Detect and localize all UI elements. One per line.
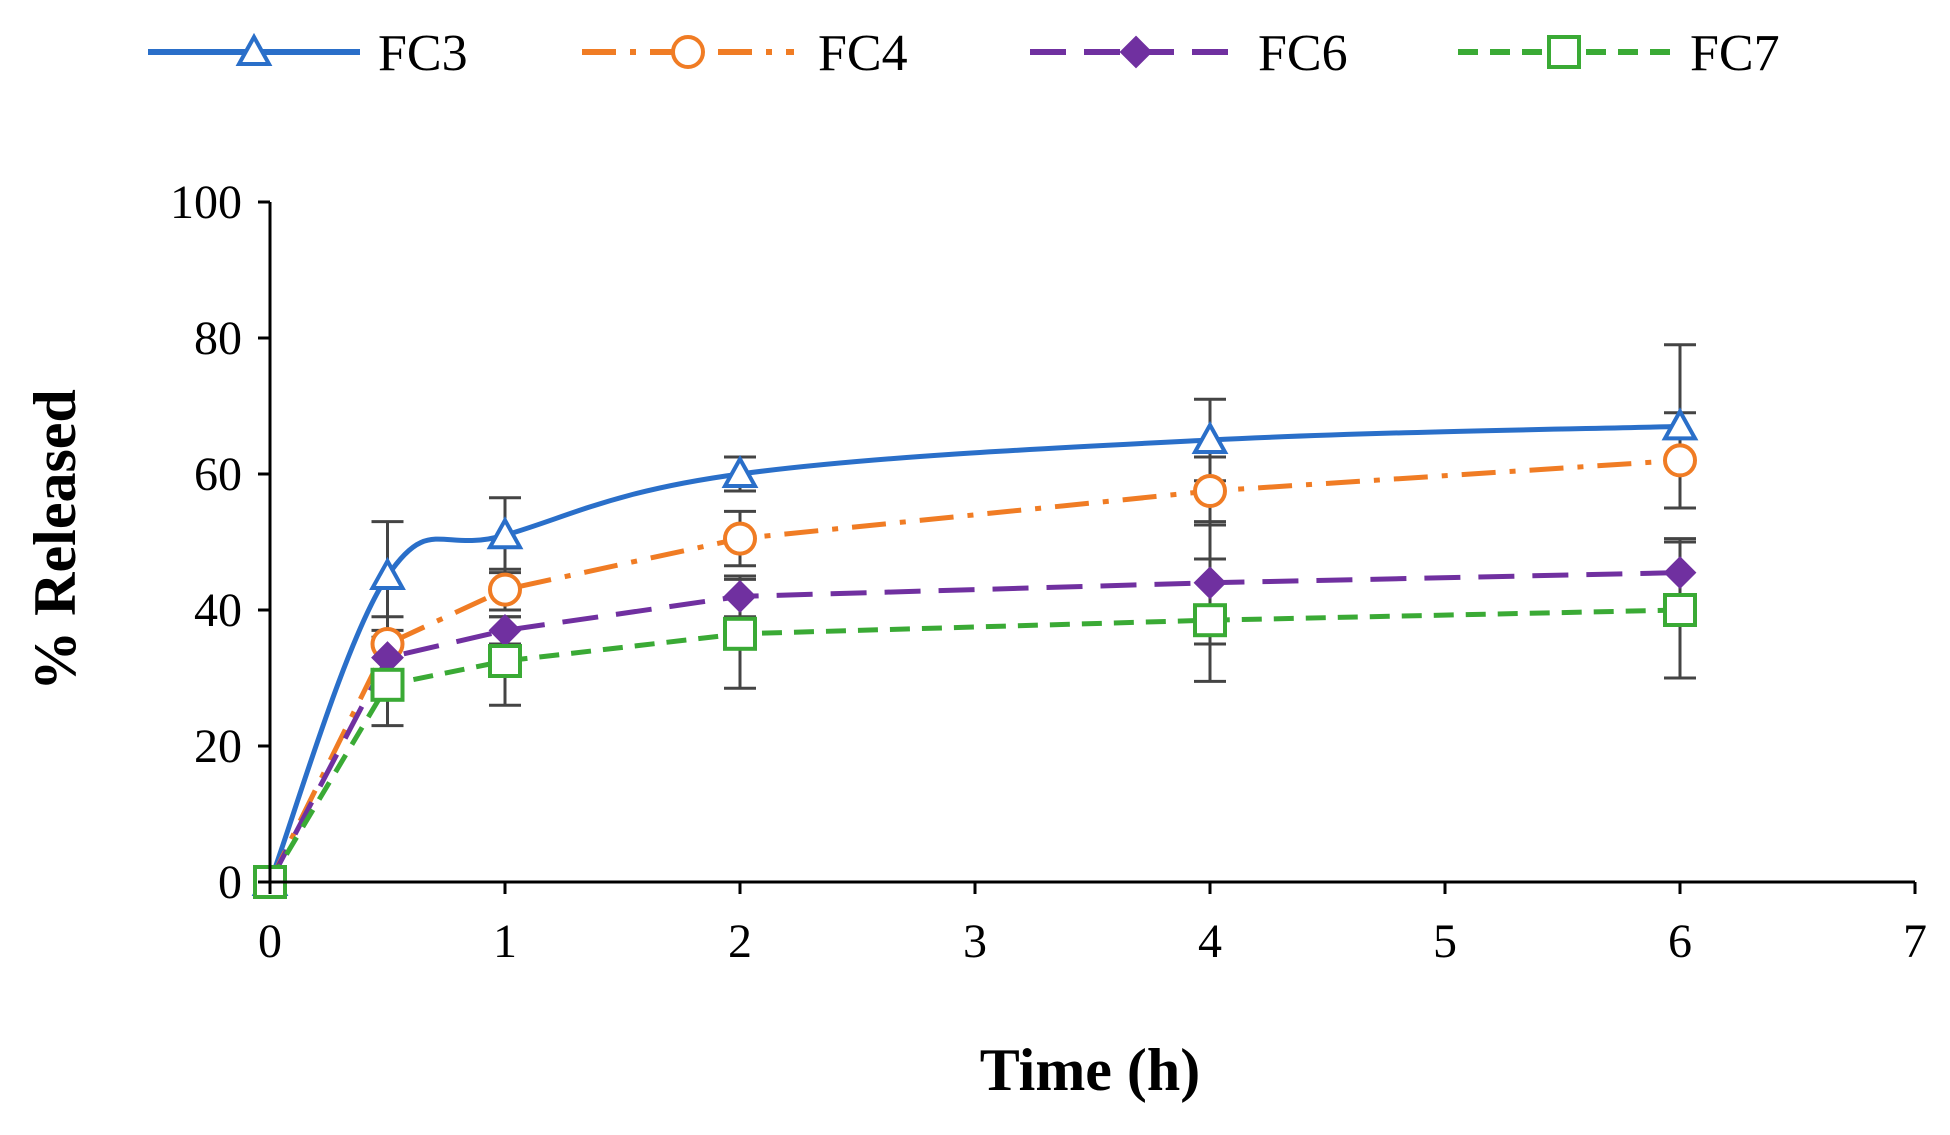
legend-item-fc4: FC4: [582, 25, 908, 82]
data-point-fc4: [1663, 443, 1697, 478]
y-tick-label: 60: [194, 448, 242, 501]
data-point-fc4: [488, 572, 522, 607]
data-point-fc3: [1191, 420, 1229, 454]
series-line-fc3: [267, 423, 1681, 883]
x-tick-label: 2: [728, 915, 752, 968]
error-bars: [371, 343, 1696, 728]
x-tick-label: 3: [963, 915, 987, 968]
data-point-fc7: [1193, 603, 1227, 638]
legend: FC3 FC4 FC6 FC7: [148, 25, 1780, 82]
legend-label: FC4: [818, 25, 908, 82]
legend-marker: [671, 35, 705, 69]
legend-marker: [1547, 35, 1581, 69]
data-point-fc4: [1193, 474, 1227, 508]
series-line-fc7: [267, 607, 1681, 884]
y-tick-label: 40: [194, 584, 242, 637]
x-tick-label: 0: [258, 915, 282, 968]
data-point-fc4: [723, 521, 757, 556]
data-point-fc6: [488, 613, 522, 647]
x-tick-label: 5: [1433, 915, 1457, 968]
series-line-fc6: [267, 570, 1681, 884]
data-point-fc6: [1193, 566, 1227, 600]
y-tick-label: 0: [218, 856, 242, 909]
legend-label: FC6: [1258, 25, 1348, 82]
legend-item-fc6: FC6: [1030, 25, 1348, 82]
legend-label: FC7: [1690, 25, 1780, 82]
data-point-fc7: [488, 644, 522, 678]
series-line-fc4: [267, 457, 1681, 884]
data-point-fc7: [723, 616, 757, 651]
data-point-fc6: [723, 579, 757, 613]
data-point-fc6: [1663, 556, 1697, 590]
series-markers: [251, 407, 1699, 899]
data-point-fc3: [486, 516, 524, 550]
y-tick-label: 100: [170, 176, 242, 229]
series-lines: [267, 423, 1681, 884]
x-axis-title: Time (h): [980, 1037, 1201, 1103]
data-point-fc3: [721, 454, 759, 488]
legend-marker: [235, 32, 273, 66]
x-tick-label: 7: [1903, 915, 1927, 968]
data-point-fc3: [369, 556, 406, 590]
legend-marker: [1119, 35, 1153, 69]
data-point-fc7: [1663, 593, 1697, 627]
x-tick-label: 1: [493, 915, 517, 968]
y-tick-label: 80: [194, 312, 242, 365]
x-tick-label: 4: [1198, 915, 1222, 968]
legend-item-fc3: FC3: [148, 25, 468, 82]
y-axis-title: % Released: [22, 389, 88, 691]
y-tick-label: 20: [194, 720, 242, 773]
axes: 0 20 40 60 80 100 0 1 2 3 4 5 6 7: [170, 176, 1927, 968]
data-point-fc7: [370, 667, 405, 702]
x-tick-label: 6: [1668, 915, 1692, 968]
legend-item-fc7: FC7: [1458, 25, 1780, 82]
legend-label: FC3: [378, 25, 468, 82]
data-point-fc3: [1661, 407, 1699, 441]
